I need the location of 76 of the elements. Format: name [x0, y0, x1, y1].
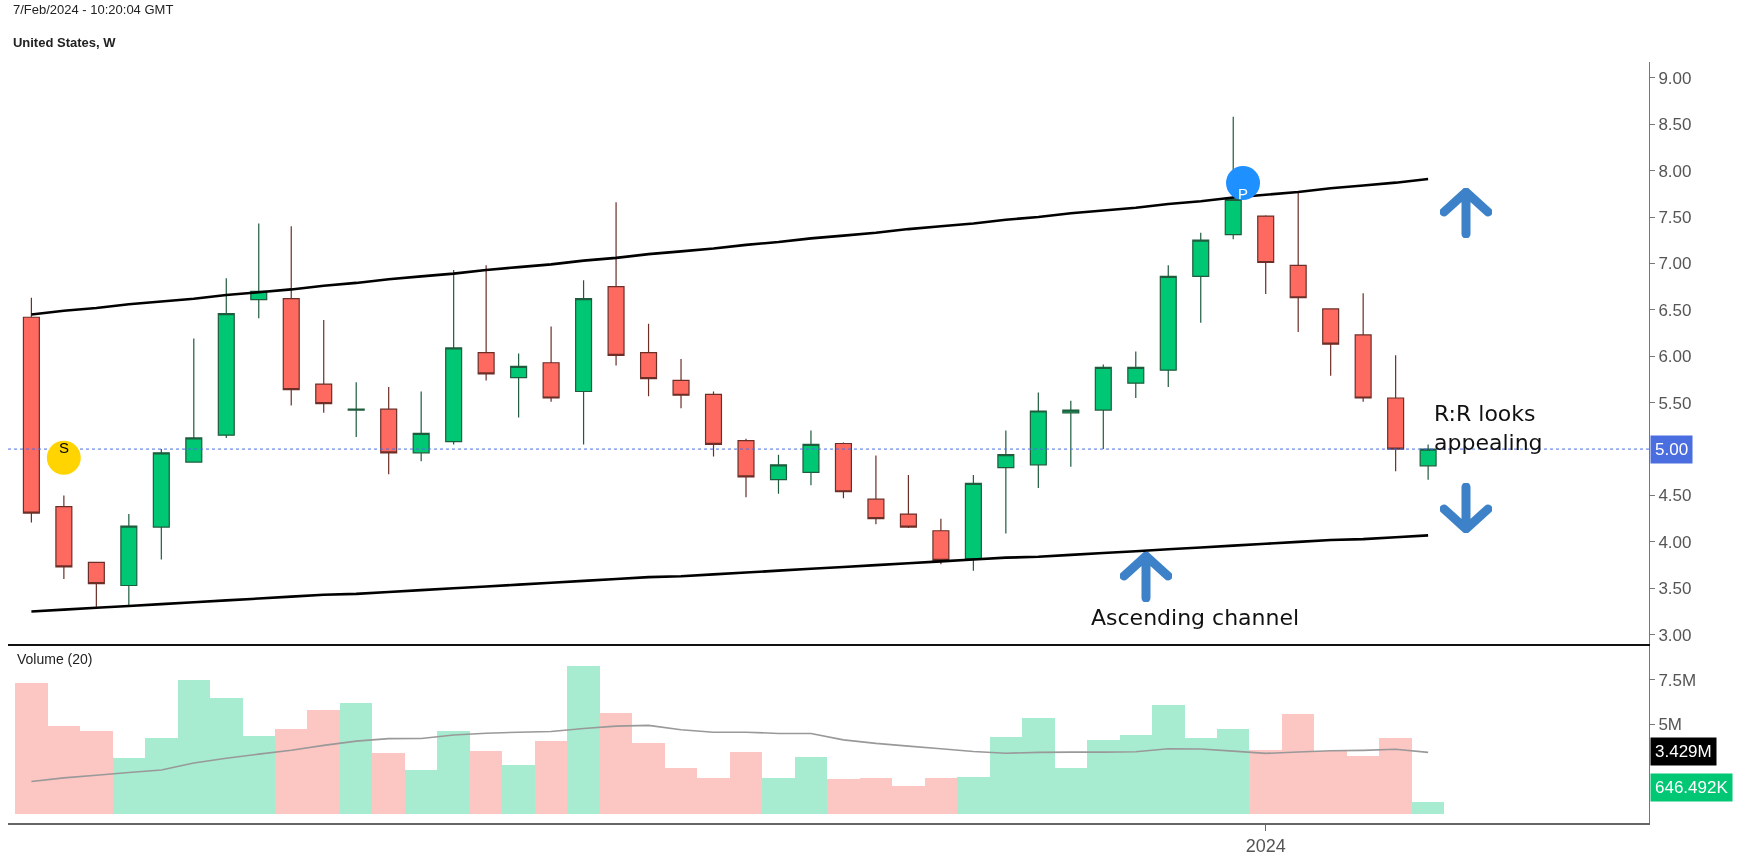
y-tick-label: 7.50 — [1658, 207, 1692, 227]
bar — [469, 750, 503, 814]
candlestick — [1289, 192, 1307, 333]
y-tick-label: 6.00 — [1658, 347, 1692, 367]
candlestick — [380, 386, 398, 475]
candlestick — [639, 323, 658, 397]
candlestick — [347, 381, 365, 438]
candlestick — [55, 494, 73, 580]
text: 3.429M — [1655, 742, 1712, 761]
candlestick — [87, 561, 105, 608]
candlestick — [1419, 443, 1437, 481]
y-tick-label: 5.50 — [1658, 393, 1692, 413]
bar — [534, 741, 568, 814]
y-tick-label: 8.00 — [1658, 161, 1692, 181]
bar — [339, 702, 373, 814]
chart-title: 7/Feb/2024 - 10:20:04 GMT — [12, 2, 174, 18]
candlestick — [542, 325, 560, 403]
annotation: S — [59, 439, 70, 456]
candlestick — [1387, 354, 1405, 472]
candlestick — [899, 474, 917, 529]
annotation: Ascending channel — [1091, 605, 1300, 630]
chart-subtitle: United States, W — [12, 35, 117, 51]
candlestick — [932, 518, 950, 565]
y-tick-label: 4.00 — [1658, 532, 1692, 552]
candlestick — [185, 338, 203, 463]
bar — [1411, 801, 1445, 814]
bar — [372, 753, 405, 814]
candlestick — [477, 264, 495, 381]
candlestick — [22, 297, 40, 523]
y-tick-label: 6.50 — [1658, 300, 1692, 320]
line-series — [30, 724, 1429, 783]
candlestick — [445, 269, 463, 446]
candlestick — [1354, 292, 1372, 403]
candlestick — [120, 513, 138, 608]
y-tick-label: 7.5M — [1658, 670, 1697, 690]
annotation: R:R looks appealing — [1434, 401, 1543, 455]
chart-title: Volume (20) — [17, 651, 93, 667]
candlestick — [510, 352, 528, 419]
candlestick — [1062, 400, 1080, 468]
candlestick — [964, 474, 982, 572]
candlestick — [607, 201, 625, 367]
y-tick-label: 3.00 — [1658, 625, 1692, 645]
text: 646.492K — [1655, 778, 1729, 797]
y-tick-label: 9.00 — [1658, 68, 1692, 88]
y-tick-label: 7.00 — [1658, 254, 1692, 274]
y-tick-label: 3.50 — [1658, 579, 1692, 599]
candlestick — [834, 441, 852, 499]
ref-line-label: 5.00 — [1655, 440, 1689, 459]
candlestick — [575, 279, 593, 446]
candlestick — [1192, 232, 1210, 324]
candlestick — [1029, 391, 1047, 489]
line-series — [30, 177, 1430, 316]
candlestick — [672, 358, 690, 409]
candlestick — [412, 390, 430, 462]
candlestick — [1159, 264, 1177, 388]
candlestick — [217, 277, 235, 439]
candlestick — [704, 390, 723, 458]
annotation: P — [1238, 185, 1249, 202]
y-tick-label: 8.50 — [1658, 115, 1692, 135]
candlestick — [769, 454, 788, 495]
bar — [567, 666, 600, 814]
x-tick-label: 2024 — [1245, 836, 1286, 857]
candlestick — [1322, 308, 1340, 377]
candlestick — [997, 429, 1015, 535]
y-tick-label: 4.50 — [1658, 486, 1692, 506]
bar — [502, 765, 535, 814]
candlestick — [152, 448, 170, 561]
candlestick — [737, 438, 755, 498]
candlestick — [1094, 364, 1112, 450]
candlestick — [867, 454, 885, 525]
candlestick — [1257, 214, 1275, 295]
candlestick — [802, 429, 820, 486]
candlestick — [282, 225, 300, 407]
candlestick — [315, 319, 333, 414]
y-tick-label: 5M — [1658, 715, 1683, 735]
candlestick — [1127, 351, 1145, 399]
